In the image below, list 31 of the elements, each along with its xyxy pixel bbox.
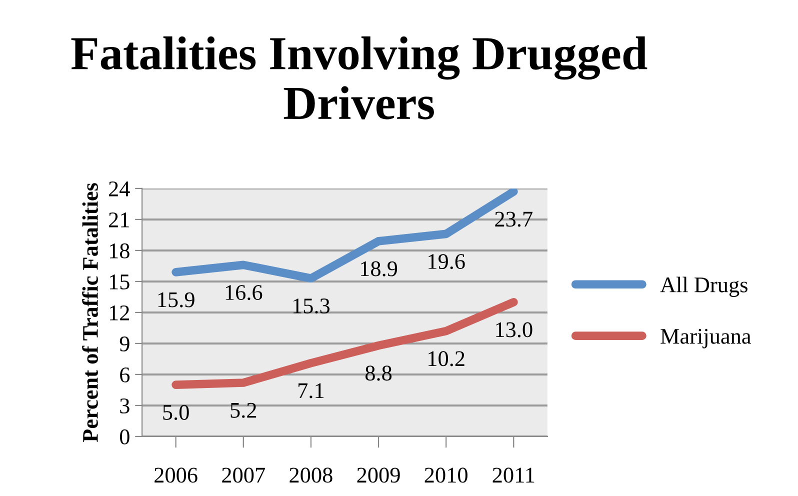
- text: 15.3: [293, 298, 330, 314]
- text: 5.2: [230, 402, 256, 418]
- text: 19.6: [428, 254, 465, 270]
- legend-label: All Drugs: [660, 276, 748, 297]
- text: 23.7: [495, 212, 532, 227]
- chart-title: Fatalities Involving Drugged Drivers: [71, 36, 648, 120]
- text: 7.1: [298, 383, 324, 398]
- text: 10.2: [428, 351, 464, 366]
- text: 15.9: [158, 292, 194, 308]
- text: 13.0: [496, 322, 532, 338]
- x-tick-label: 2006: [154, 468, 198, 483]
- y-tick-label: 18: [110, 243, 130, 258]
- text: 18.9: [361, 261, 398, 276]
- y-tick-label: 0: [120, 429, 130, 444]
- y-tick-label: 15: [110, 274, 130, 290]
- y-tick-label: 24: [108, 181, 130, 196]
- y-tick-label: 12: [110, 305, 130, 320]
- x-tick-label: 2008: [290, 468, 332, 483]
- y-tick-label: 9: [120, 336, 130, 352]
- y-tick-label: 6: [120, 367, 130, 382]
- text: 5.0: [163, 404, 189, 420]
- y-tick-label: 3: [120, 398, 130, 414]
- text: 16.6: [226, 285, 262, 300]
- x-tick-label: 2011: [492, 468, 534, 483]
- y-tick-label: 21: [108, 212, 129, 228]
- text: 8.8: [365, 366, 392, 381]
- y-axis-title: Percent of Traffic Fatalities: [82, 183, 98, 442]
- x-tick-label: 2009: [357, 468, 400, 483]
- legend-label: Marijuana: [660, 328, 751, 348]
- x-tick-label: 2010: [424, 468, 468, 483]
- x-tick-label: 2007: [222, 468, 265, 483]
